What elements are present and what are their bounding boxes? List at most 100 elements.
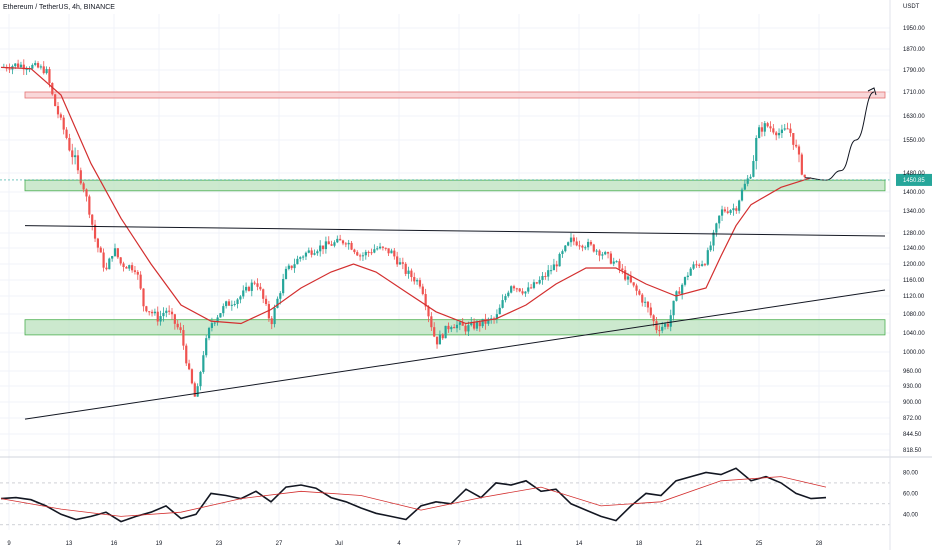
y-tick-label: 1280.00 bbox=[903, 231, 925, 237]
candle-body bbox=[347, 242, 350, 245]
candle-body bbox=[584, 247, 587, 249]
candle-body bbox=[256, 283, 259, 287]
candle-body bbox=[373, 249, 376, 253]
candle-body bbox=[71, 150, 74, 158]
candle-body bbox=[398, 262, 402, 265]
candle-body bbox=[393, 250, 396, 257]
candle-body bbox=[410, 270, 413, 278]
candle-body bbox=[547, 270, 550, 277]
x-tick-label: 11 bbox=[516, 541, 523, 547]
candle-body bbox=[321, 245, 325, 250]
x-tick-label: 16 bbox=[111, 541, 118, 547]
candle-body bbox=[105, 267, 108, 270]
candle-body bbox=[17, 63, 20, 68]
candle-body bbox=[350, 242, 353, 250]
candle-body bbox=[219, 313, 222, 318]
candle-body bbox=[213, 322, 216, 324]
chart-title: Ethereum / TetherUS, 4h, BINANCE bbox=[3, 4, 115, 11]
candle-body bbox=[427, 306, 430, 317]
candle-body bbox=[797, 146, 801, 155]
candle-body bbox=[91, 214, 94, 225]
candle-body bbox=[703, 264, 707, 266]
candle-body bbox=[504, 296, 507, 301]
candle-body bbox=[652, 315, 655, 322]
candle-body bbox=[344, 243, 347, 245]
candle-body bbox=[609, 253, 612, 264]
candle-body bbox=[792, 133, 795, 145]
candle-body bbox=[683, 277, 687, 285]
candle-body bbox=[666, 323, 669, 327]
candle-body bbox=[752, 161, 755, 177]
candle-body bbox=[136, 271, 139, 275]
candle-body bbox=[182, 330, 185, 346]
candle-body bbox=[339, 238, 342, 241]
candle-body bbox=[222, 306, 225, 314]
candle-body bbox=[661, 326, 664, 331]
rsi-panel bbox=[0, 467, 890, 526]
candle-body bbox=[336, 238, 339, 243]
candle-body bbox=[370, 252, 373, 254]
candle-body bbox=[239, 296, 242, 300]
candle-body bbox=[99, 247, 102, 253]
candle-body bbox=[54, 94, 57, 107]
candle-body bbox=[356, 252, 359, 256]
y-tick-label: 1080.00 bbox=[903, 312, 925, 318]
x-tick-label: Jul bbox=[335, 541, 343, 547]
candle-body bbox=[34, 63, 37, 65]
candle-body bbox=[133, 270, 137, 272]
candle-body bbox=[378, 246, 382, 249]
candle-body bbox=[341, 240, 345, 244]
candle-body bbox=[168, 310, 171, 312]
candle-body bbox=[421, 286, 424, 295]
candle-body bbox=[763, 123, 766, 132]
y-tick-label: 1340.00 bbox=[903, 209, 925, 215]
candle-body bbox=[663, 323, 667, 327]
candle-body bbox=[111, 256, 114, 259]
candle-body bbox=[552, 264, 555, 271]
candle-body bbox=[450, 327, 453, 330]
candle-body bbox=[384, 247, 387, 249]
candle-body bbox=[236, 299, 239, 305]
y-tick-label: 1000.00 bbox=[903, 350, 925, 356]
candle-body bbox=[25, 68, 28, 70]
candle-body bbox=[19, 64, 23, 68]
candle-body bbox=[76, 155, 80, 171]
candle-body bbox=[738, 200, 741, 211]
candle-body bbox=[621, 268, 624, 271]
candle-body bbox=[786, 128, 789, 130]
candle-body bbox=[359, 255, 362, 257]
candle-body bbox=[549, 270, 553, 272]
candle-body bbox=[689, 268, 692, 276]
candle-body bbox=[296, 258, 299, 265]
candle-body bbox=[407, 270, 410, 274]
candle-body bbox=[273, 307, 276, 325]
candle-body bbox=[230, 304, 233, 306]
candle-body bbox=[51, 83, 54, 95]
candle-body bbox=[575, 241, 578, 246]
candle-body bbox=[495, 314, 498, 319]
candle-body bbox=[433, 327, 436, 337]
candle-body bbox=[641, 294, 644, 303]
candle-body bbox=[162, 312, 165, 317]
candle-body bbox=[490, 318, 493, 320]
candle-body bbox=[210, 323, 213, 328]
candle-body bbox=[532, 282, 536, 288]
candle-body bbox=[59, 114, 62, 118]
candle-body bbox=[310, 250, 313, 255]
rsi-tick-label: 80.00 bbox=[903, 470, 919, 476]
candle-body bbox=[233, 304, 236, 306]
candle-body bbox=[82, 183, 85, 190]
candle-body bbox=[498, 307, 501, 315]
candle-body bbox=[772, 128, 775, 133]
candle-body bbox=[569, 237, 573, 243]
candle-body bbox=[361, 255, 365, 257]
candle-body bbox=[632, 282, 635, 286]
candle-body bbox=[185, 345, 188, 364]
x-tick-label: 28 bbox=[816, 541, 823, 547]
candle-body bbox=[644, 301, 647, 303]
candle-body bbox=[604, 252, 607, 255]
candle-body bbox=[481, 318, 484, 327]
y-tick-label: 1040.00 bbox=[903, 331, 925, 337]
